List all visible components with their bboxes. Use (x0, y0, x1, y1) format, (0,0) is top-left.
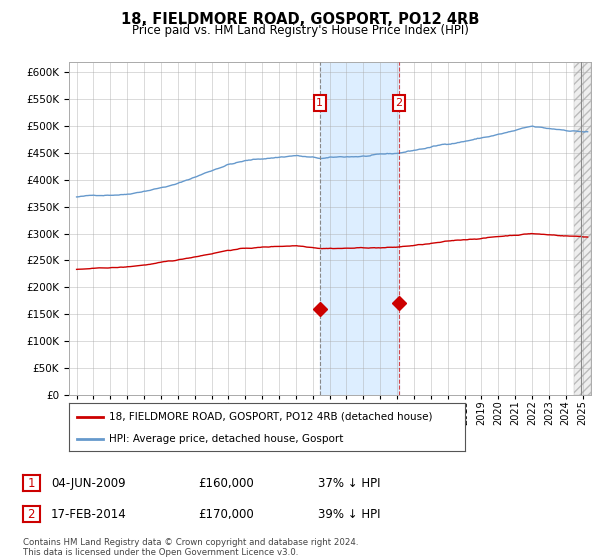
Text: £160,000: £160,000 (198, 477, 254, 490)
Text: 2: 2 (395, 98, 403, 108)
Text: 18, FIELDMORE ROAD, GOSPORT, PO12 4RB: 18, FIELDMORE ROAD, GOSPORT, PO12 4RB (121, 12, 479, 27)
Text: Contains HM Land Registry data © Crown copyright and database right 2024.
This d: Contains HM Land Registry data © Crown c… (23, 538, 358, 557)
Text: 18, FIELDMORE ROAD, GOSPORT, PO12 4RB (detached house): 18, FIELDMORE ROAD, GOSPORT, PO12 4RB (d… (109, 412, 432, 422)
Text: 39% ↓ HPI: 39% ↓ HPI (318, 507, 380, 521)
Text: £170,000: £170,000 (198, 507, 254, 521)
Bar (574, 62, 591, 395)
Text: HPI: Average price, detached house, Gosport: HPI: Average price, detached house, Gosp… (109, 434, 343, 444)
Text: 04-JUN-2009: 04-JUN-2009 (51, 477, 125, 490)
Text: 1: 1 (28, 477, 35, 490)
Text: 1: 1 (316, 98, 323, 108)
Text: Price paid vs. HM Land Registry's House Price Index (HPI): Price paid vs. HM Land Registry's House … (131, 24, 469, 37)
Text: 37% ↓ HPI: 37% ↓ HPI (318, 477, 380, 490)
Text: 17-FEB-2014: 17-FEB-2014 (51, 507, 127, 521)
Text: 2: 2 (28, 507, 35, 521)
Bar (320, 62, 399, 395)
